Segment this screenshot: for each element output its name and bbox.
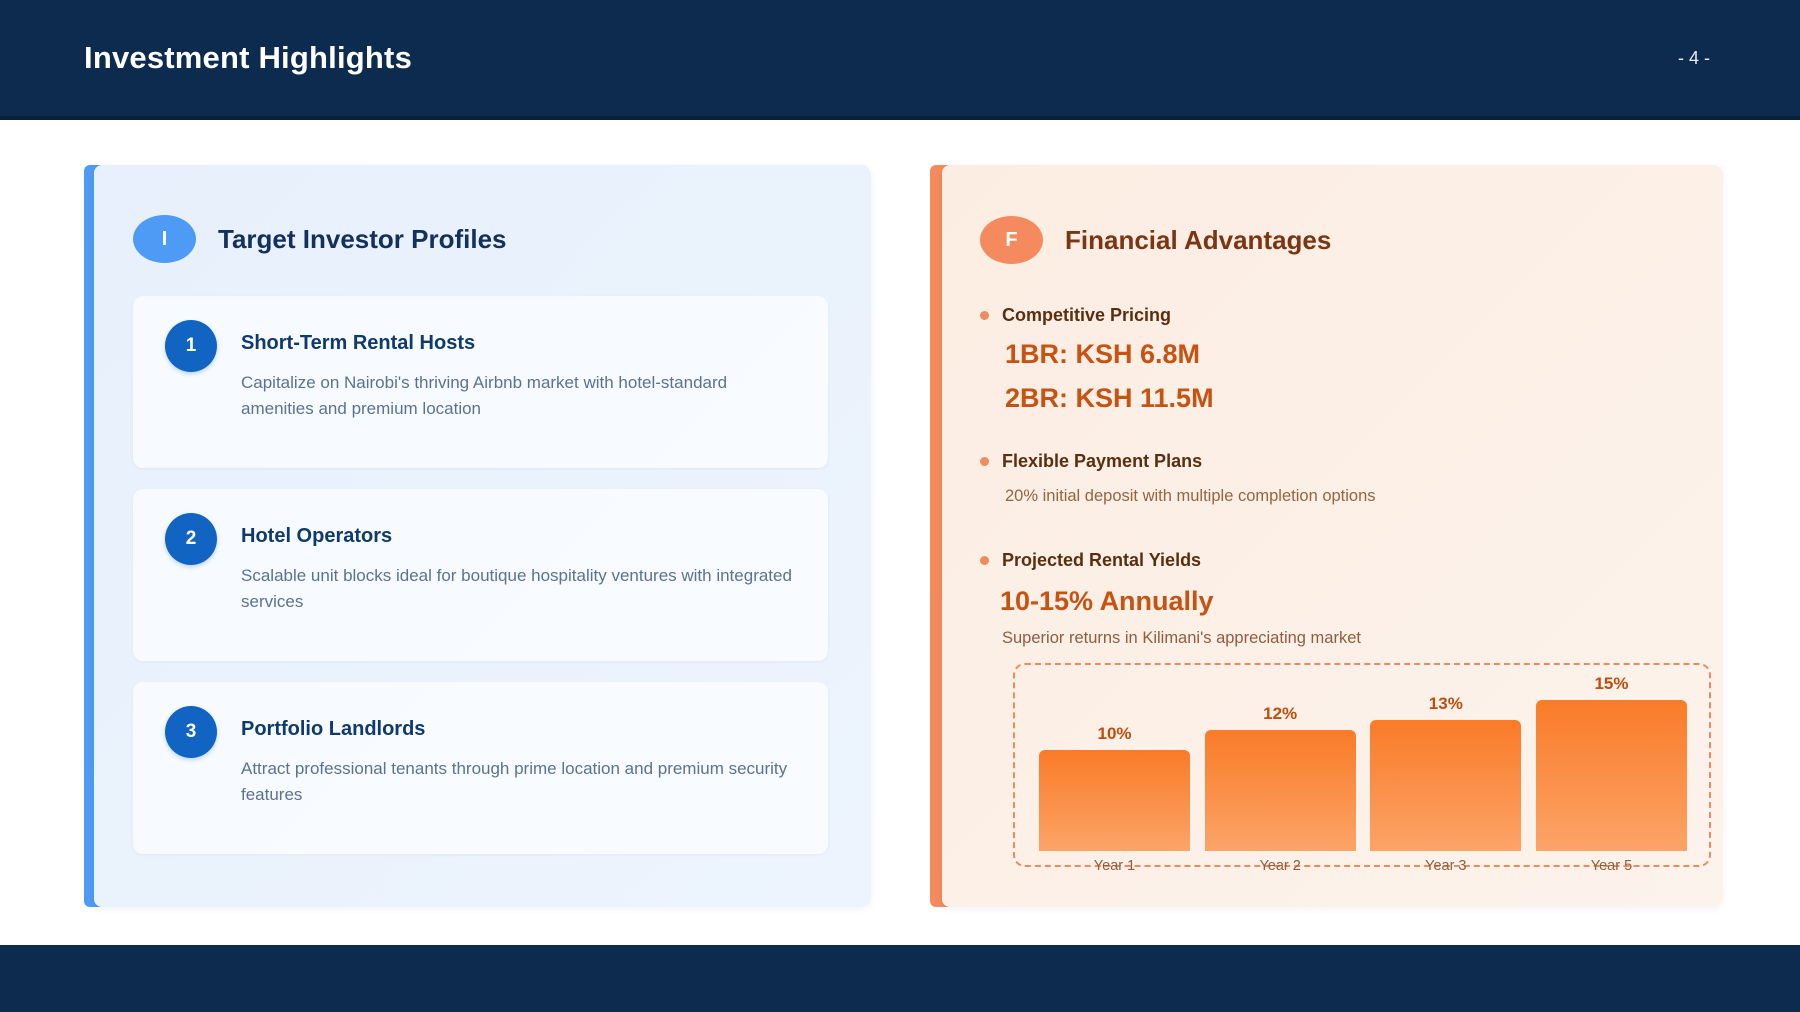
- section-letter-badge-f: F: [980, 216, 1043, 264]
- item-description: Attract professional tenants through pri…: [241, 759, 788, 805]
- section-letter-badge-i: I: [133, 215, 196, 263]
- bar-category-label: Year 2: [1259, 858, 1301, 874]
- left-panel-body: I Target Investor Profiles 1 Short-Term …: [94, 165, 871, 907]
- section-head: Competitive Pricing: [980, 305, 1685, 326]
- yield-detail: Superior returns in Kilimani's appreciat…: [1002, 629, 1361, 647]
- yield-bar-chart: 10% Year 1 12% Year 2 13% Year 3 15% Year 5: [1013, 663, 1711, 874]
- section-head: Projected Rental Yields: [980, 550, 1685, 571]
- bar-value-label: 12%: [1263, 703, 1298, 723]
- item-title: Hotel Operators: [241, 525, 393, 547]
- left-panel-title: Target Investor Profiles: [218, 223, 507, 254]
- item-number-badge: 3: [165, 706, 217, 758]
- bullet-icon: [980, 457, 989, 466]
- yield-highlight: 10-15% Annually: [1000, 586, 1214, 616]
- investor-card-1: 1 Short-Term Rental Hosts Capitalize on …: [133, 296, 828, 468]
- card-text: Portfolio Landlords Attract professional…: [241, 706, 798, 830]
- bar-value-label: 13%: [1428, 693, 1463, 713]
- target-investor-profiles-panel: I Target Investor Profiles 1 Short-Term …: [84, 165, 871, 907]
- section-head: Flexible Payment Plans: [980, 451, 1685, 472]
- section-heading: Competitive Pricing: [1002, 305, 1172, 325]
- flexible-payment-section: Flexible Payment Plans 20% initial depos…: [980, 451, 1685, 506]
- rental-yields-section: Projected Rental Yields 10-15% Annually …: [980, 550, 1685, 648]
- bar: [1535, 699, 1687, 851]
- item-number-badge: 1: [165, 320, 217, 372]
- competitive-pricing-section: Competitive Pricing 1BR: KSH 6.8M 2BR: K…: [980, 305, 1685, 414]
- left-panel-header: I Target Investor Profiles: [133, 215, 829, 263]
- bar: [1370, 719, 1522, 851]
- item-description: Capitalize on Nairobi's thriving Airbnb …: [241, 373, 728, 419]
- bar: [1039, 750, 1190, 851]
- bar-group: 12% Year 2: [1204, 665, 1356, 874]
- right-panel-body: F Financial Advantages Competitive Prici…: [942, 165, 1723, 907]
- card-text: Hotel Operators Scalable unit blocks ide…: [241, 513, 798, 637]
- right-panel-header: F Financial Advantages: [980, 216, 1685, 264]
- financial-advantages-panel: F Financial Advantages Competitive Prici…: [930, 165, 1723, 907]
- investor-card-3: 3 Portfolio Landlords Attract profession…: [133, 682, 828, 854]
- bullet-icon: [980, 311, 989, 320]
- bar-value-label: 10%: [1097, 724, 1132, 743]
- investor-card-2: 2 Hotel Operators Scalable unit blocks i…: [133, 489, 828, 661]
- bar-group: 10% Year 1: [1039, 665, 1190, 874]
- page-title: Investment Highlights: [84, 40, 413, 75]
- section-heading: Flexible Payment Plans: [1002, 451, 1203, 471]
- payment-detail: 20% initial deposit with multiple comple…: [1005, 487, 1376, 505]
- bar-category-label: Year 3: [1425, 858, 1467, 874]
- card-text: Short-Term Rental Hosts Capitalize on Na…: [241, 320, 798, 444]
- price-line-2br: 2BR: KSH 11.5M: [1005, 383, 1214, 413]
- section-heading: Projected Rental Yields: [1002, 550, 1202, 570]
- bar-category-label: Year 5: [1590, 858, 1633, 874]
- bar: [1204, 729, 1356, 851]
- bullet-icon: [980, 556, 989, 565]
- page-number: - 4 -: [1677, 47, 1710, 68]
- right-panel-title: Financial Advantages: [1065, 224, 1332, 255]
- bar-group: 13% Year 3: [1370, 665, 1522, 874]
- slide-footer: [0, 945, 1800, 1012]
- item-title: Portfolio Landlords: [241, 718, 426, 740]
- item-description: Scalable unit blocks ideal for boutique …: [241, 566, 792, 612]
- item-title: Short-Term Rental Hosts: [241, 332, 476, 354]
- bar-value-label: 15%: [1594, 673, 1629, 693]
- bar-category-label: Year 1: [1093, 858, 1136, 874]
- price-line-1br: 1BR: KSH 6.8M: [1005, 339, 1201, 369]
- bar-group: 15% Year 5: [1535, 665, 1687, 874]
- slide-header: Investment Highlights - 4 -: [0, 0, 1800, 120]
- item-number-badge: 2: [165, 513, 217, 565]
